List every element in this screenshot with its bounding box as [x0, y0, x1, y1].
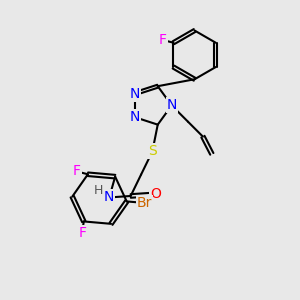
Text: Br: Br: [137, 196, 152, 210]
Text: N: N: [104, 190, 115, 205]
Text: F: F: [73, 164, 81, 178]
Text: N: N: [130, 110, 140, 124]
Text: N: N: [167, 98, 177, 112]
Text: S: S: [148, 144, 157, 158]
Text: N: N: [130, 86, 140, 100]
Text: F: F: [159, 33, 167, 47]
Text: F: F: [78, 226, 86, 240]
Text: O: O: [150, 188, 161, 202]
Text: H: H: [94, 184, 104, 196]
